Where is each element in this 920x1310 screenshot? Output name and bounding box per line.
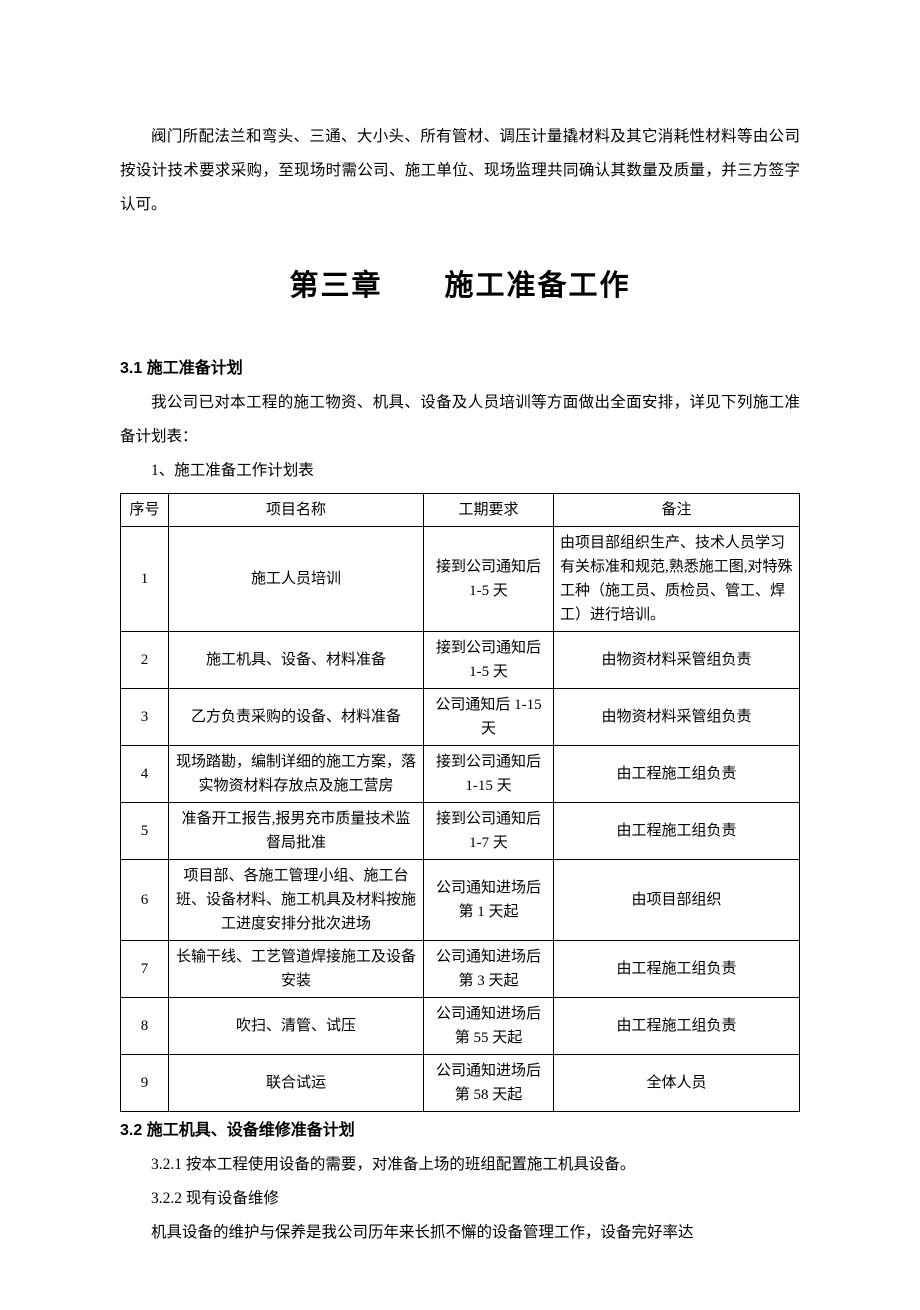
cell-remark: 由项目部组织生产、技术人员学习有关标准和规范,熟悉施工图,对特殊工种（施工员、质… <box>554 526 800 631</box>
cell-seq: 6 <box>121 859 169 940</box>
cell-name: 乙方负责采购的设备、材料准备 <box>169 688 424 745</box>
cell-name: 施工人员培训 <box>169 526 424 631</box>
cell-seq: 7 <box>121 940 169 997</box>
table-caption: 1、施工准备工作计划表 <box>120 454 800 488</box>
cell-duration: 公司通知进场后第 58 天起 <box>424 1054 554 1111</box>
section-3-2-item-2: 3.2.2 现有设备维修 <box>120 1182 800 1216</box>
cell-remark: 由物资材料采管组负责 <box>554 631 800 688</box>
cell-seq: 4 <box>121 745 169 802</box>
cell-remark: 由工程施工组负责 <box>554 802 800 859</box>
cell-remark: 由工程施工组负责 <box>554 745 800 802</box>
cell-duration: 接到公司通知后 1-5 天 <box>424 526 554 631</box>
cell-remark: 由工程施工组负责 <box>554 997 800 1054</box>
cell-seq: 2 <box>121 631 169 688</box>
cell-remark: 全体人员 <box>554 1054 800 1111</box>
table-row: 5准备开工报告,报男充市质量技术监督局批准接到公司通知后 1-7 天由工程施工组… <box>121 802 800 859</box>
table-row: 1施工人员培训接到公司通知后 1-5 天由项目部组织生产、技术人员学习有关标准和… <box>121 526 800 631</box>
cell-duration: 公司通知进场后第 3 天起 <box>424 940 554 997</box>
cell-duration: 接到公司通知后 1-15 天 <box>424 745 554 802</box>
cell-name: 施工机具、设备、材料准备 <box>169 631 424 688</box>
table-row: 6项目部、各施工管理小组、施工台班、设备材料、施工机具及材料按施工进度安排分批次… <box>121 859 800 940</box>
header-name: 项目名称 <box>169 493 424 526</box>
cell-name: 项目部、各施工管理小组、施工台班、设备材料、施工机具及材料按施工进度安排分批次进… <box>169 859 424 940</box>
cell-name: 现场踏勘，编制详细的施工方案，落实物资材料存放点及施工营房 <box>169 745 424 802</box>
table-row: 2施工机具、设备、材料准备接到公司通知后 1-5 天由物资材料采管组负责 <box>121 631 800 688</box>
section-3-1-heading: 3.1 施工准备计划 <box>120 354 800 378</box>
header-seq: 序号 <box>121 493 169 526</box>
table-row: 8吹扫、清管、试压公司通知进场后第 55 天起由工程施工组负责 <box>121 997 800 1054</box>
cell-duration: 公司通知后 1-15 天 <box>424 688 554 745</box>
cell-seq: 1 <box>121 526 169 631</box>
section-3-2-item-1: 3.2.1 按本工程使用设备的需要，对准备上场的班组配置施工机具设备。 <box>120 1148 800 1182</box>
section-3-2-heading: 3.2 施工机具、设备维修准备计划 <box>120 1116 800 1140</box>
header-remark: 备注 <box>554 493 800 526</box>
intro-paragraph: 阀门所配法兰和弯头、三通、大小头、所有管材、调压计量撬材料及其它消耗性材料等由公… <box>120 120 800 222</box>
table-row: 7长输干线、工艺管道焊接施工及设备安装公司通知进场后第 3 天起由工程施工组负责 <box>121 940 800 997</box>
cell-duration: 接到公司通知后 1-5 天 <box>424 631 554 688</box>
cell-seq: 5 <box>121 802 169 859</box>
cell-duration: 公司通知进场后第 1 天起 <box>424 859 554 940</box>
cell-seq: 3 <box>121 688 169 745</box>
cell-seq: 8 <box>121 997 169 1054</box>
cell-duration: 接到公司通知后 1-7 天 <box>424 802 554 859</box>
cell-name: 准备开工报告,报男充市质量技术监督局批准 <box>169 802 424 859</box>
table-header-row: 序号 项目名称 工期要求 备注 <box>121 493 800 526</box>
cell-duration: 公司通知进场后第 55 天起 <box>424 997 554 1054</box>
cell-remark: 由工程施工组负责 <box>554 940 800 997</box>
cell-name: 长输干线、工艺管道焊接施工及设备安装 <box>169 940 424 997</box>
table-row: 3乙方负责采购的设备、材料准备公司通知后 1-15 天由物资材料采管组负责 <box>121 688 800 745</box>
table-row: 4现场踏勘，编制详细的施工方案，落实物资材料存放点及施工营房接到公司通知后 1-… <box>121 745 800 802</box>
preparation-plan-table: 序号 项目名称 工期要求 备注 1施工人员培训接到公司通知后 1-5 天由项目部… <box>120 493 800 1112</box>
cell-seq: 9 <box>121 1054 169 1111</box>
section-3-2-paragraph: 机具设备的维护与保养是我公司历年来长抓不懈的设备管理工作，设备完好率达 <box>120 1216 800 1250</box>
table-row: 9联合试运公司通知进场后第 58 天起全体人员 <box>121 1054 800 1111</box>
cell-remark: 由物资材料采管组负责 <box>554 688 800 745</box>
cell-remark: 由项目部组织 <box>554 859 800 940</box>
section-3-1-paragraph: 我公司已对本工程的施工物资、机具、设备及人员培训等方面做出全面安排，详见下列施工… <box>120 386 800 454</box>
header-duration: 工期要求 <box>424 493 554 526</box>
cell-name: 吹扫、清管、试压 <box>169 997 424 1054</box>
chapter-title: 第三章 施工准备工作 <box>120 262 800 304</box>
cell-name: 联合试运 <box>169 1054 424 1111</box>
